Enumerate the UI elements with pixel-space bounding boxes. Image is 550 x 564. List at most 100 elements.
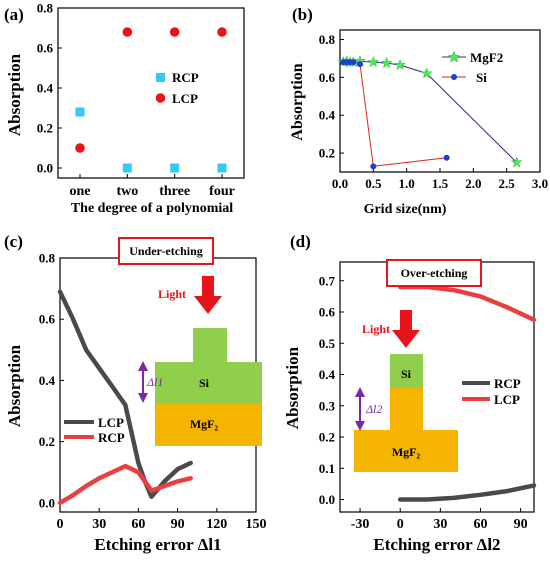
x-tick-label: four: [209, 184, 235, 199]
legend-c-lcp-label: LCP: [98, 415, 124, 430]
mgf2-point: [420, 67, 433, 79]
x-tick-label: three: [159, 184, 190, 199]
x-tick-label: 90: [171, 517, 185, 532]
lcp-point: [217, 27, 227, 37]
legend-c-rcp-label: RCP: [98, 430, 125, 445]
y-tick-label: 0.2: [319, 146, 335, 161]
x-tick-label: 0: [397, 517, 404, 532]
light-arrow-d: [392, 310, 420, 348]
si-point: [350, 59, 357, 66]
lcp-series-line: [397, 284, 537, 323]
panel-b-y-axis-title: Absorption: [289, 63, 306, 140]
y-tick-label: 0.8: [39, 251, 56, 266]
panel-a-legend: RCP LCP: [155, 70, 199, 106]
mgf2-point: [394, 58, 406, 70]
y-tick-label: 0.8: [37, 1, 54, 16]
panel-d-label: (d): [290, 232, 311, 251]
panel-a-plot-frame: [57, 7, 245, 179]
panel-c-y-ticks: 0.0 0.2 0.4 0.6 0.8: [39, 251, 64, 510]
y-tick-label: 0.4: [319, 367, 336, 382]
x-tick-label: 90: [514, 517, 528, 532]
y-tick-label: 0.6: [39, 312, 56, 327]
panel-c-y-axis-title: Absorption: [5, 344, 24, 427]
panel-a-x-ticks: one two three four: [70, 174, 235, 199]
x-tick-label: 30: [433, 517, 447, 532]
y-tick-label: 0.1: [319, 461, 335, 476]
mgf2-label-c: MgF₂: [190, 417, 219, 431]
light-label-c: Light: [158, 287, 186, 301]
si-point: [357, 61, 363, 68]
x-tick-label: 60: [131, 517, 145, 532]
panel-b-plot-frame: [339, 29, 541, 173]
light-label-d: Light: [362, 322, 390, 336]
si-label-d: Si: [401, 367, 412, 381]
si-point: [370, 163, 377, 170]
panel-b-x-axis-title: Grid size(nm): [364, 202, 447, 217]
panel-c-x-axis-title: Etching error Δl1: [94, 535, 221, 554]
si-point: [443, 154, 450, 161]
rcp-point: [75, 107, 85, 117]
y-tick-label: 0.6: [319, 70, 336, 85]
y-tick-label: 0.2: [39, 434, 55, 449]
panel-a-y-ticks: 0.0 0.2 0.4 0.6 0.8: [37, 1, 62, 176]
y-tick-label: 0.5: [319, 336, 336, 351]
x-tick-label: 0: [57, 517, 64, 532]
y-tick-label: 0.0: [39, 495, 55, 510]
x-tick-label: 2.5: [499, 176, 516, 191]
lcp-point: [75, 143, 85, 153]
legend-d-lcp-label: LCP: [494, 392, 520, 407]
lcp-point: [122, 27, 133, 37]
under-etching-box: [118, 237, 214, 265]
y-tick-label: 0.4: [319, 108, 336, 123]
y-tick-label: 0.6: [319, 305, 336, 320]
panel-c-legend: LCP RCP: [64, 415, 125, 445]
under-etching-label: Under-etching: [129, 244, 203, 258]
legend-rcp-label: RCP: [172, 70, 199, 85]
rcp-point: [170, 163, 180, 173]
y-tick-label: 0.3: [319, 398, 336, 413]
over-etching-structure: Si MgF₂: [354, 354, 458, 472]
panel-c-lines: [57, 289, 193, 506]
over-etching-box: [386, 259, 482, 287]
y-tick-label: 0.0: [319, 492, 335, 507]
x-tick-label: 0.5: [365, 176, 382, 191]
delta-l2-label: Δl2: [365, 402, 382, 416]
legend-mgf2-marker: [447, 50, 461, 63]
y-tick-label: 0.4: [37, 81, 54, 96]
panel-d: (d) 0.00.10.20.30.40.50.60.7 -30 0 30 60 90 …: [283, 232, 537, 554]
x-tick-label: 0.0: [332, 176, 348, 191]
panel-b-y-ticks: 0.2 0.4 0.6 0.8: [319, 32, 344, 161]
panel-a: (a) 0.0 0.2 0.4 0.6 0.8 one two three four Abso…: [4, 1, 245, 216]
x-tick-label: two: [116, 184, 138, 199]
x-tick-label: -30: [351, 517, 370, 532]
si-pillar-top: [193, 328, 227, 362]
panel-a-y-axis-title: Absorption: [5, 53, 24, 136]
panel-a-label: (a): [4, 5, 24, 24]
panel-b: (b) 0.2 0.4 0.6 0.8 0.0 0.5 1.0 1.5 2.0 2.5 3.0 A…: [289, 5, 548, 217]
si-layer: [155, 362, 262, 404]
y-tick-label: 0.4: [39, 373, 56, 388]
panel-d-legend: RCP LCP: [462, 376, 521, 407]
x-tick-label: 1.0: [399, 176, 415, 191]
legend-rcp-marker: [156, 73, 165, 82]
rcp-series-line: [57, 463, 193, 506]
x-tick-label: 30: [92, 517, 106, 532]
x-tick-label: 1.5: [432, 176, 449, 191]
panel-c: (c) 0.0 0.2 0.4 0.6 0.8 0 30 60 90 120 150 Absorp…: [4, 232, 267, 554]
panel-c-x-ticks: 0 30 60 90 120 150: [57, 508, 267, 532]
panel-d-y-ticks: 0.0 0.1 0.2 0.3 0.4 0.5 0.6 0.7: [319, 273, 344, 507]
legend-lcp-label: LCP: [172, 91, 198, 106]
light-arrow-c: [194, 276, 222, 314]
mgf2-point: [367, 56, 380, 68]
legend-mgf2-label: MgF2: [470, 50, 503, 65]
panel-b-x-ticks: 0.0 0.5 1.0 1.5 2.0 2.5 3.0: [332, 168, 548, 191]
mgf2-layer: [155, 404, 262, 446]
panel-b-label: (b): [292, 5, 313, 24]
y-tick-label: 0.8: [319, 32, 336, 47]
lcp-series-line: [57, 289, 193, 499]
rcp-point: [122, 163, 132, 173]
x-tick-label: 120: [206, 517, 227, 532]
over-etching-label: Over-etching: [401, 266, 468, 280]
under-etching-structure: Si MgF₂: [155, 328, 262, 446]
